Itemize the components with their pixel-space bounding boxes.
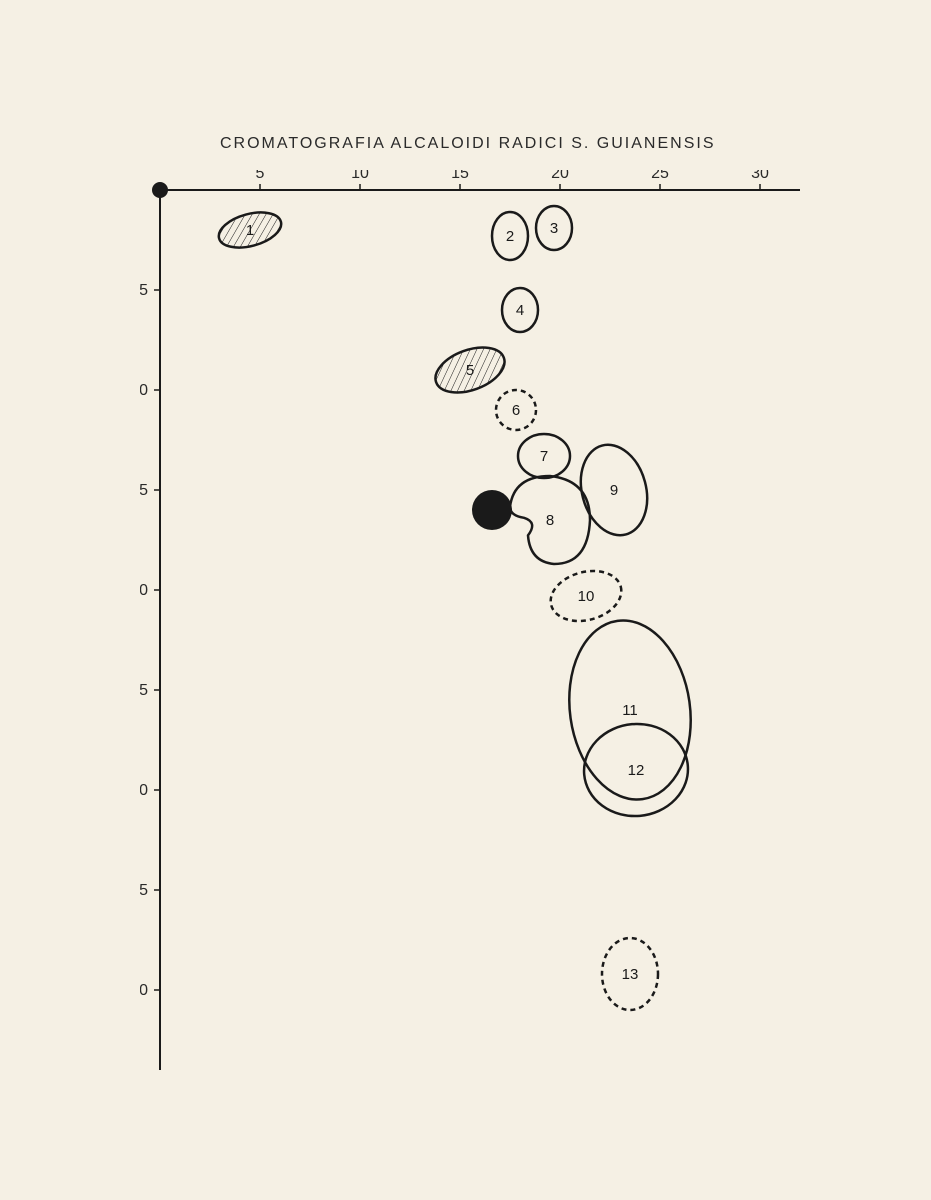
spot-label-1: 1 bbox=[246, 222, 254, 239]
x-tick-label: 5 bbox=[256, 170, 265, 182]
x-tick-label: 25 bbox=[651, 170, 669, 182]
chart-svg: 5101520253051015202530354012345678910111… bbox=[140, 170, 840, 1070]
y-tick-label: 25 bbox=[140, 682, 148, 699]
chart-plot-area: 5101520253051015202530354012345678910111… bbox=[140, 170, 800, 1070]
x-tick-label: 15 bbox=[451, 170, 469, 182]
spot-label-13: 13 bbox=[622, 966, 639, 983]
spot-bk bbox=[472, 490, 512, 530]
x-tick-label: 20 bbox=[551, 170, 569, 182]
spot-label-10: 10 bbox=[578, 588, 595, 605]
spot-label-11: 11 bbox=[622, 702, 638, 719]
chart-title: CROMATOGRAFIA ALCALOIDI RADICI S. GUIANE… bbox=[220, 135, 716, 153]
y-tick-label: 15 bbox=[140, 482, 148, 499]
spot-label-12: 12 bbox=[628, 762, 645, 779]
y-tick-label: 5 bbox=[140, 282, 148, 299]
spot-label-7: 7 bbox=[540, 448, 548, 465]
spot-label-2: 2 bbox=[506, 228, 514, 245]
y-tick-label: 20 bbox=[140, 582, 148, 599]
x-tick-label: 10 bbox=[351, 170, 369, 182]
origin-point bbox=[152, 182, 168, 198]
y-tick-label: 35 bbox=[140, 882, 148, 899]
y-tick-label: 30 bbox=[140, 782, 148, 799]
spot-label-9: 9 bbox=[610, 482, 618, 499]
spot-label-5: 5 bbox=[466, 362, 474, 379]
y-tick-label: 10 bbox=[140, 382, 148, 399]
chromatography-chart: CROMATOGRAFIA ALCALOIDI RADICI S. GUIANE… bbox=[140, 170, 840, 1070]
x-tick-label: 30 bbox=[751, 170, 769, 182]
spot-label-4: 4 bbox=[516, 302, 524, 319]
spot-label-3: 3 bbox=[550, 220, 558, 237]
spot-label-6: 6 bbox=[512, 402, 520, 419]
y-tick-label: 40 bbox=[140, 982, 148, 999]
spot-label-8: 8 bbox=[546, 512, 554, 529]
